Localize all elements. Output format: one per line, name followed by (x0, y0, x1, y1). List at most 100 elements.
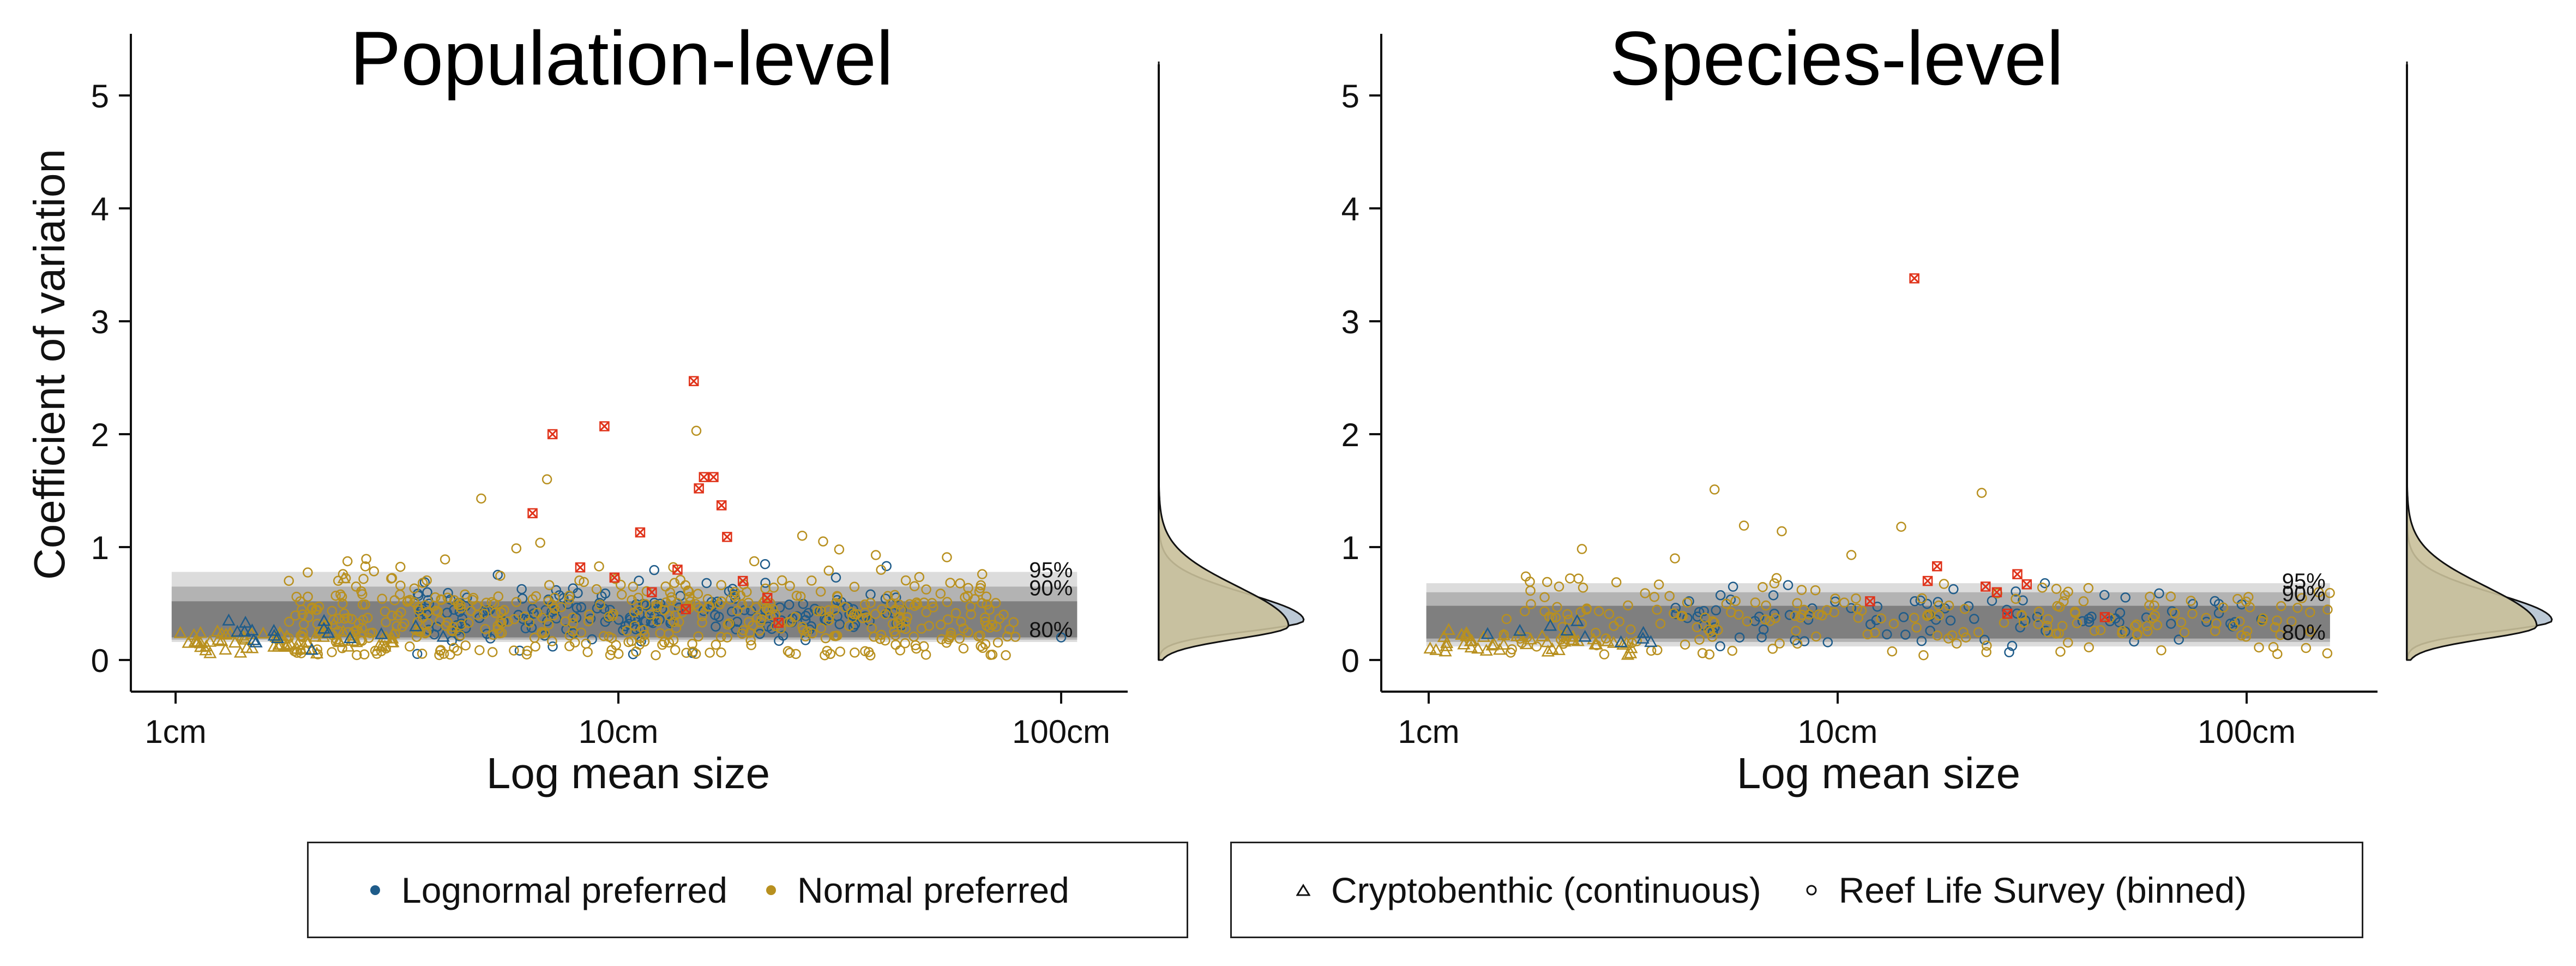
point-circle (2131, 619, 2142, 630)
point-circle (784, 599, 795, 610)
outlier-box (689, 376, 699, 386)
point-triangle (1440, 636, 1454, 649)
point-circle (1573, 573, 1584, 584)
point-circle (1730, 596, 1741, 607)
point-circle (904, 599, 915, 609)
point-circle (1707, 632, 1718, 642)
point-circle (585, 613, 596, 624)
point-circle (1604, 609, 1615, 619)
point-circle (327, 605, 338, 616)
point-circle (860, 646, 870, 657)
marginal-density (1158, 61, 1305, 661)
point-circle (1539, 606, 1550, 616)
point-triangle (291, 637, 305, 650)
point-circle (2142, 626, 2153, 637)
point-circle (2077, 616, 2088, 627)
point-circle (1056, 632, 1067, 643)
outlier-cross (1910, 274, 1919, 283)
y-tick-label: 2 (91, 417, 109, 453)
outlier-cross (681, 604, 690, 614)
point-circle (1784, 610, 1795, 620)
point-circle (1564, 573, 1575, 584)
point-circle (564, 594, 574, 604)
point-circle (712, 596, 723, 607)
point-circle (1581, 603, 1592, 614)
point-circle (579, 577, 589, 587)
point-circle (1958, 627, 1969, 638)
point-circle (955, 578, 965, 589)
point-circle (2012, 608, 2023, 619)
point-triangle (1480, 627, 1495, 639)
point-circle (460, 640, 471, 651)
point-circle (982, 621, 992, 631)
point-circle (1909, 613, 1919, 623)
point-circle (1557, 622, 1568, 632)
point-triangle (1540, 635, 1554, 647)
point-circle (1728, 581, 1738, 592)
point-circle (2268, 641, 2279, 652)
point-circle (921, 607, 931, 617)
point-circle (2211, 619, 2222, 629)
point-circle (1777, 526, 1787, 537)
point-circle (723, 619, 733, 630)
point-circle (1721, 598, 1732, 609)
legend-label: Normal preferred (797, 869, 1069, 910)
outlier-box (647, 587, 657, 598)
point-circle (1713, 625, 1723, 635)
point-circle (820, 633, 831, 644)
point-circle (2169, 608, 2180, 619)
point-triangle (321, 626, 335, 638)
point-circle (2276, 601, 2286, 611)
point-circle (815, 586, 826, 597)
point-circle (1822, 637, 1833, 647)
outlier-cross (2022, 580, 2031, 589)
point-circle (790, 611, 801, 622)
point-circle (1960, 632, 1971, 643)
point-circle (2243, 592, 2254, 602)
point-circle (777, 575, 787, 586)
point-circle (1945, 615, 1956, 626)
point-circle (1004, 624, 1015, 635)
point-circle (496, 618, 507, 629)
point-circle (1796, 609, 1807, 620)
band-label: 95% (1029, 558, 1073, 582)
point-circle (655, 628, 665, 639)
point-circle (489, 598, 499, 609)
point-circle (2086, 611, 2097, 622)
point-circle (1676, 611, 1687, 621)
point-circle (1846, 603, 1856, 614)
point-circle (1593, 606, 1604, 616)
point-circle (568, 626, 578, 637)
point-triangle (1479, 644, 1493, 656)
point-circle (1830, 593, 1840, 604)
point-circle (1915, 595, 1926, 606)
point-triangle (239, 615, 252, 628)
outlier-box (1932, 561, 1942, 572)
point-circle (2322, 604, 2333, 615)
point-circle (926, 598, 937, 608)
point-circle (2174, 634, 2184, 645)
point-circle (2232, 593, 2243, 604)
point-circle (511, 543, 522, 554)
x-tick-label: 1cm (1398, 713, 1459, 750)
point-circle (825, 649, 836, 659)
outlier-box (1922, 575, 1933, 586)
point-circle (672, 598, 683, 608)
panel-title: Species-level (1610, 15, 2064, 101)
point-circle (645, 609, 655, 620)
point-circle (556, 602, 567, 613)
point-circle (531, 591, 541, 602)
point-circle (1599, 649, 1610, 659)
point-circle (591, 584, 602, 595)
point-circle (541, 474, 552, 485)
y-tick-label: 2 (1341, 417, 1359, 453)
point-circle (876, 565, 886, 575)
point-circle (436, 645, 446, 655)
point-circle (2272, 615, 2282, 626)
point-circle (763, 621, 773, 632)
point-circle (298, 619, 309, 629)
point-circle (2258, 613, 2268, 623)
point-triangle (1623, 646, 1638, 658)
outlier-cross (694, 484, 703, 493)
